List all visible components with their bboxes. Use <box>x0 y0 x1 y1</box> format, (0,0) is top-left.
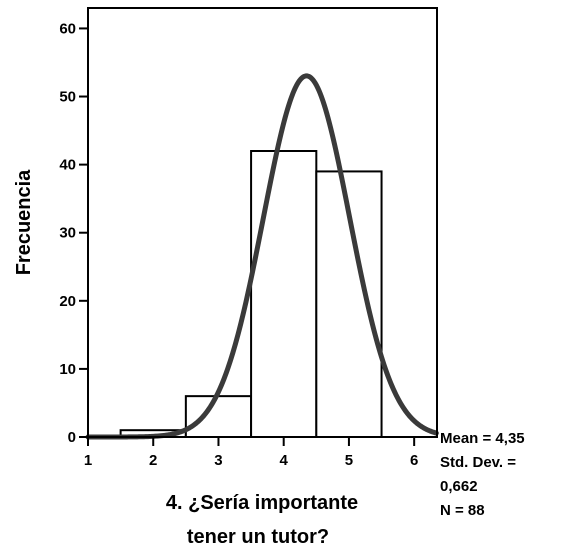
y-tick-label-0: 0 <box>68 429 76 446</box>
y-tick-label-60: 60 <box>59 20 76 37</box>
x-tick-label-3: 3 <box>214 452 222 469</box>
bar-3 <box>250 150 318 438</box>
x-tick-label-5: 5 <box>345 452 353 469</box>
x-tick-label-6: 6 <box>410 452 418 469</box>
x-tick-label-2: 2 <box>149 452 157 469</box>
bar-2 <box>184 395 253 438</box>
y-axis-title: Frecuencia <box>13 169 35 275</box>
x-tick-label-1: 1 <box>84 452 92 469</box>
y-tick-label-10: 10 <box>59 361 76 378</box>
stats-std-value: 0,662 <box>440 478 478 495</box>
x-tick-label-4: 4 <box>280 452 289 469</box>
y-tick-label-40: 40 <box>59 157 76 174</box>
y-tick-label-20: 20 <box>59 293 76 310</box>
y-tick-label-50: 50 <box>59 89 76 106</box>
stats-n: N = 88 <box>440 502 485 519</box>
y-tick-label-30: 30 <box>59 225 76 242</box>
x-axis-title-line-2: tener un tutor? <box>187 526 329 548</box>
stats-mean: Mean = 4,35 <box>440 430 525 447</box>
x-axis: 1 2 3 4 5 6 <box>84 437 418 469</box>
x-axis-title-line-1: 4. ¿Sería importante <box>166 492 358 514</box>
bars-group <box>119 150 383 439</box>
plot-frame <box>87 7 438 438</box>
stats-std-label: Std. Dev. = <box>440 454 516 471</box>
y-axis: 0 10 20 30 40 50 60 <box>59 20 88 446</box>
